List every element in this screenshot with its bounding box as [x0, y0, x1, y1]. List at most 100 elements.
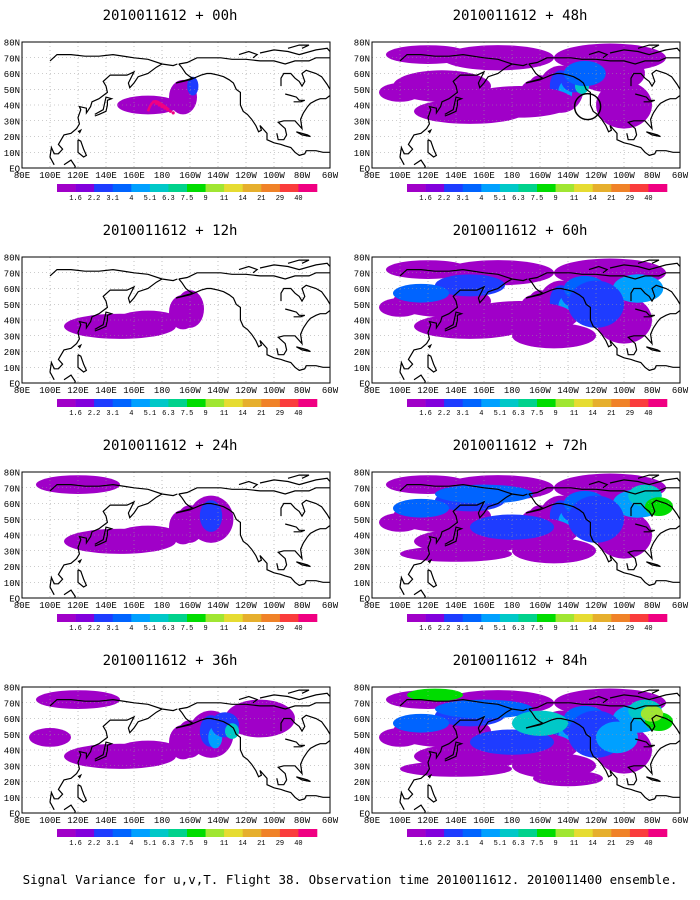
colorbar-swatch [112, 829, 132, 837]
lat-tick-label: 70N [4, 484, 20, 494]
coastline [635, 738, 656, 748]
coastline [525, 493, 655, 587]
coastline [238, 265, 259, 274]
colorbar-label: 1.6 [419, 195, 432, 203]
lat-tick-label: 50N [354, 86, 370, 96]
colorbar-label: 4 [129, 840, 133, 848]
colorbar-swatch [444, 829, 463, 837]
coastline [413, 374, 426, 383]
variance-shading [225, 723, 239, 739]
lat-tick-label: 20N [354, 778, 370, 788]
colorbar-swatch [481, 614, 501, 622]
colorbar-swatch [499, 614, 519, 622]
colorbar-label: 14 [238, 625, 246, 633]
coastline [609, 262, 680, 271]
colorbar-label: 9 [203, 410, 207, 418]
coastline [238, 50, 259, 59]
lat-tick-label: 30N [4, 547, 20, 557]
colorbar-swatch [224, 614, 243, 622]
lat-tick-label: 20N [4, 778, 20, 788]
colorbar-swatch [407, 399, 426, 407]
coastline [285, 93, 306, 103]
colorbar-swatch [629, 614, 649, 622]
colorbar-swatch [518, 614, 538, 622]
coastline [49, 53, 178, 67]
lon-tick-label: 80E [364, 386, 380, 396]
lon-tick-label: 100E [39, 386, 61, 396]
coastline [588, 480, 609, 489]
lat-tick-label: 60N [354, 285, 370, 295]
colorbar-swatch [261, 614, 281, 622]
lon-tick-label: 160W [529, 171, 551, 181]
lon-tick-label: 160E [473, 816, 495, 826]
colorbar-swatch [75, 184, 95, 192]
coastline [637, 259, 660, 264]
colorbar-swatch [611, 829, 631, 837]
colorbar-label: 14 [588, 410, 596, 418]
colorbar-label: 14 [588, 195, 596, 203]
colorbar-label: 3.1 [106, 840, 119, 848]
colorbar-label: 21 [257, 195, 265, 203]
lat-tick-label: 20N [354, 133, 370, 143]
lon-tick-label: 80W [644, 816, 661, 826]
lon-tick-label: 140W [557, 816, 579, 826]
lon-tick-label: 60W [322, 386, 339, 396]
variance-shading [393, 713, 449, 733]
lon-tick-label: 180 [504, 171, 520, 181]
colorbar-swatch [187, 399, 206, 407]
lon-tick-label: 100E [39, 816, 61, 826]
lon-tick-label: 120W [585, 386, 607, 396]
colorbar: 1.6 2.2 3.1 4 5.1 6.3 7.5 9 11 14 21 29 40 [407, 614, 668, 633]
colorbar-label: 9 [553, 410, 557, 418]
colorbar-swatch [481, 399, 501, 407]
lon-tick-label: 160E [473, 386, 495, 396]
coastline [413, 804, 426, 813]
colorbar-label: 14 [238, 840, 246, 848]
coastline [63, 374, 76, 383]
lon-tick-label: 180 [154, 601, 170, 611]
colorbar-swatch [537, 399, 556, 407]
coastline [77, 569, 88, 588]
colorbar-label: 21 [257, 840, 265, 848]
coastline [399, 278, 513, 381]
coastline [287, 474, 310, 479]
coastline [399, 53, 528, 67]
coastline [276, 525, 330, 571]
colorbar-label: 21 [607, 410, 615, 418]
lon-tick-label: 140E [95, 386, 117, 396]
colorbar-label: 1.6 [419, 410, 432, 418]
colorbar-swatch [648, 399, 668, 407]
variance-shading [64, 313, 176, 339]
coastline [637, 474, 660, 479]
lon-tick-label: 140E [445, 816, 467, 826]
colorbar-swatch [555, 614, 575, 622]
lon-tick-label: 100E [39, 601, 61, 611]
colorbar-label: 11 [570, 410, 578, 418]
variance-shading [435, 484, 533, 504]
variance-shading [435, 274, 505, 297]
colorbar-label: 6.3 [162, 410, 175, 418]
lon-tick-label: 140E [95, 601, 117, 611]
coastline [77, 128, 83, 134]
colorbar-swatch [224, 399, 243, 407]
colorbar-label: 6.3 [512, 840, 525, 848]
forecast-panel: 2010011612 + 00h 80N 70N 60N 50N 40N 30N 20N 10N… [0, 0, 340, 215]
coastline [646, 346, 661, 353]
coastline [528, 57, 680, 65]
colorbar-swatch [242, 829, 262, 837]
coastline [94, 741, 114, 762]
coastline [399, 493, 513, 596]
colorbar-label: 21 [607, 195, 615, 203]
lon-tick-label: 140W [207, 171, 229, 181]
colorbar-label: 6.3 [512, 195, 525, 203]
coastline [299, 795, 330, 801]
lat-tick-label: 80N [354, 469, 370, 479]
coastline [444, 741, 464, 762]
colorbar-label: 7.5 [181, 195, 194, 203]
coastline [413, 159, 426, 168]
lat-tick-label: 10N [354, 579, 370, 589]
variance-shading [435, 699, 533, 719]
colorbar-label: 40 [644, 840, 652, 848]
colorbar-label: 4 [479, 625, 483, 633]
